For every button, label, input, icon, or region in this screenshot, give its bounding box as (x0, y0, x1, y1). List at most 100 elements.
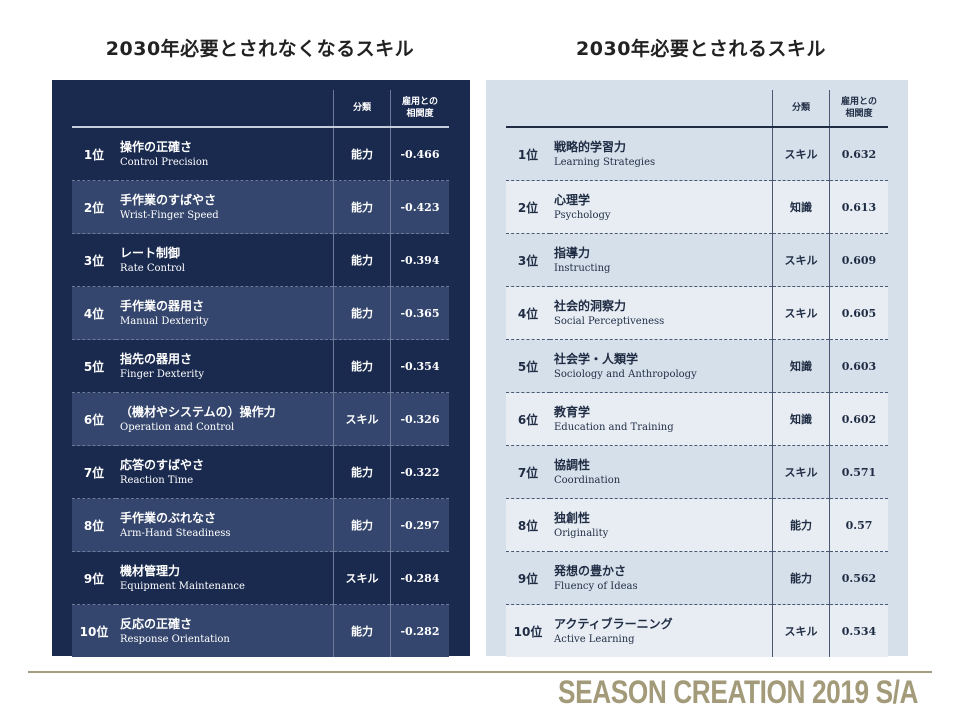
table-row: 6位 （機材やシステムの）操作力 Operation and Control スキル -… (72, 392, 449, 446)
rank-label: 3位 (517, 253, 539, 268)
rank-label: 6位 (517, 412, 539, 427)
correlation-value: -0.423 (390, 180, 449, 234)
skill-name: 発想の豊かさ Fluency of Ideas (550, 552, 773, 605)
table-row: 9位 機材管理力 Equipment Maintenance スキル -0.284 (72, 551, 449, 605)
header-correlation: 雇用との 相関度 (390, 90, 449, 127)
header-blank (72, 90, 334, 127)
correlation-value: -0.322 (390, 445, 449, 499)
skill-name-en: Response Orientation (120, 633, 230, 645)
skill-name: 指導力 Instructing (550, 234, 773, 287)
skill-name: 応答のすばやさ Reaction Time (116, 446, 334, 499)
skill-name-en: Rate Control (120, 262, 185, 274)
skill-name-ja: 社会学・人類学 (554, 351, 639, 366)
required-skills-rows: 1位 戦略的学習力 Learning Strategies スキル 0.632 2位 心理学… (506, 127, 888, 657)
skill-name-en: Arm-Hand Steadiness (120, 527, 231, 539)
correlation-value: 0.603 (829, 339, 888, 393)
table-row: 2位 手作業のすばやさ Wrist-Finger Speed 能力 -0.423 (72, 180, 449, 234)
skill-name-en: Instructing (554, 262, 611, 274)
skill-category: スキル (333, 551, 391, 605)
correlation-value: 0.613 (829, 180, 888, 234)
table-row: 6位 教育学 Education and Training 知識 0.602 (506, 392, 888, 446)
skill-name-en: Active Learning (554, 633, 635, 645)
rank-label: 9位 (517, 571, 539, 586)
header-correlation-line1: 雇用との (841, 97, 877, 107)
skill-name-ja: 教育学 (554, 404, 591, 419)
skill-category: 能力 (333, 233, 391, 287)
declining-skills-panel: 分類 雇用との 相関度 1位 操作の正確さ Control Precision 能力 -… (52, 80, 470, 657)
skill-name-en: Operation and Control (120, 421, 235, 433)
skill-name-en: Control Precision (120, 156, 209, 168)
skill-category: 能力 (333, 339, 391, 393)
table-row: 1位 操作の正確さ Control Precision 能力 -0.466 (72, 127, 449, 181)
skill-category: 能力 (333, 127, 391, 181)
skill-name: 手作業のすばやさ Wrist-Finger Speed (116, 181, 334, 234)
declining-skills-table: 分類 雇用との 相関度 1位 操作の正確さ Control Precision 能力 -… (72, 90, 449, 657)
table-row: 4位 手作業の器用さ Manual Dexterity 能力 -0.365 (72, 286, 449, 340)
table-row: 8位 独創性 Originality 能力 0.57 (506, 498, 888, 552)
skill-name-en: Finger Dexterity (120, 368, 205, 380)
skill-name-en: Education and Training (554, 421, 674, 433)
skill-name-en: Coordination (554, 474, 621, 486)
header-category: 分類 (333, 90, 391, 127)
skill-name-ja: 社会的洞察力 (554, 298, 627, 313)
skill-name-ja: （機材やシステムの）操作力 (120, 404, 276, 419)
skill-name: 心理学 Psychology (550, 181, 773, 234)
skill-name-en: Social Perceptiveness (554, 315, 665, 327)
correlation-value: 0.632 (829, 127, 888, 181)
header-correlation-line2: 相関度 (406, 109, 434, 119)
rank-label: 5位 (517, 359, 539, 374)
skill-name: 教育学 Education and Training (550, 393, 773, 446)
skill-category: 能力 (333, 445, 391, 499)
skill-name: 操作の正確さ Control Precision (116, 127, 334, 181)
skill-name-en: Wrist-Finger Speed (120, 209, 219, 221)
table-row: 10位 アクティブラーニング Active Learning スキル 0.534 (506, 604, 888, 657)
rank-label: 9位 (83, 571, 105, 586)
skill-name-ja: アクティブラーニング (554, 616, 673, 631)
skill-category: 知識 (772, 339, 830, 393)
table-row: 5位 指先の器用さ Finger Dexterity 能力 -0.354 (72, 339, 449, 393)
skill-name-en: Fluency of Ideas (554, 580, 638, 592)
skill-name-ja: 協調性 (554, 457, 591, 472)
skill-name-en: Manual Dexterity (120, 315, 209, 327)
correlation-value: -0.466 (390, 127, 449, 181)
correlation-value: -0.326 (390, 392, 449, 446)
correlation-value: 0.534 (829, 604, 888, 657)
table-row: 3位 レート制御 Rate Control 能力 -0.394 (72, 233, 449, 287)
table-row: 8位 手作業のぶれなさ Arm-Hand Steadiness 能力 -0.297 (72, 498, 449, 552)
skill-name: 戦略的学習力 Learning Strategies (550, 127, 773, 181)
table-header: 分類 雇用との 相関度 (506, 90, 888, 127)
right-heading: 2030年必要とされるスキル (576, 38, 826, 60)
correlation-value: -0.284 (390, 551, 449, 605)
rank-label: 8位 (83, 518, 105, 533)
skill-category: 能力 (333, 180, 391, 234)
skill-name-ja: レート制御 (120, 245, 181, 260)
table-header: 分類 雇用との 相関度 (72, 90, 449, 127)
skill-name-ja: 応答のすばやさ (120, 457, 205, 472)
rank-label: 1位 (83, 147, 105, 162)
rank-label: 7位 (83, 465, 105, 480)
skill-name: 手作業のぶれなさ Arm-Hand Steadiness (116, 499, 334, 552)
rank-label: 8位 (517, 518, 539, 533)
footer-brand: SEASON CREATION 2019 S/A (557, 674, 918, 710)
table-row: 3位 指導力 Instructing スキル 0.609 (506, 233, 888, 287)
skill-category: 能力 (772, 551, 830, 605)
correlation-value: 0.57 (829, 498, 888, 552)
skill-name-en: Originality (554, 527, 609, 539)
rank-label: 4位 (517, 306, 539, 321)
rank-label: 2位 (517, 200, 539, 215)
skill-category: スキル (772, 127, 830, 181)
header-blank (506, 90, 773, 127)
skill-category: 能力 (333, 498, 391, 552)
header-category: 分類 (772, 90, 830, 127)
rank-label: 5位 (83, 359, 105, 374)
skill-name: 機材管理力 Equipment Maintenance (116, 552, 334, 605)
rank-label: 10位 (513, 624, 543, 639)
table-row: 7位 応答のすばやさ Reaction Time 能力 -0.322 (72, 445, 449, 499)
skill-category: スキル (772, 604, 830, 657)
skill-name-en: Learning Strategies (554, 156, 656, 168)
skill-category: 知識 (772, 392, 830, 446)
correlation-value: 0.571 (829, 445, 888, 499)
required-skills-table: 分類 雇用との 相関度 1位 戦略的学習力 Learning Strategies ス… (506, 90, 888, 657)
required-skills-panel: 分類 雇用との 相関度 1位 戦略的学習力 Learning Strategies ス… (486, 80, 908, 657)
skill-name-ja: 指先の器用さ (120, 351, 193, 366)
